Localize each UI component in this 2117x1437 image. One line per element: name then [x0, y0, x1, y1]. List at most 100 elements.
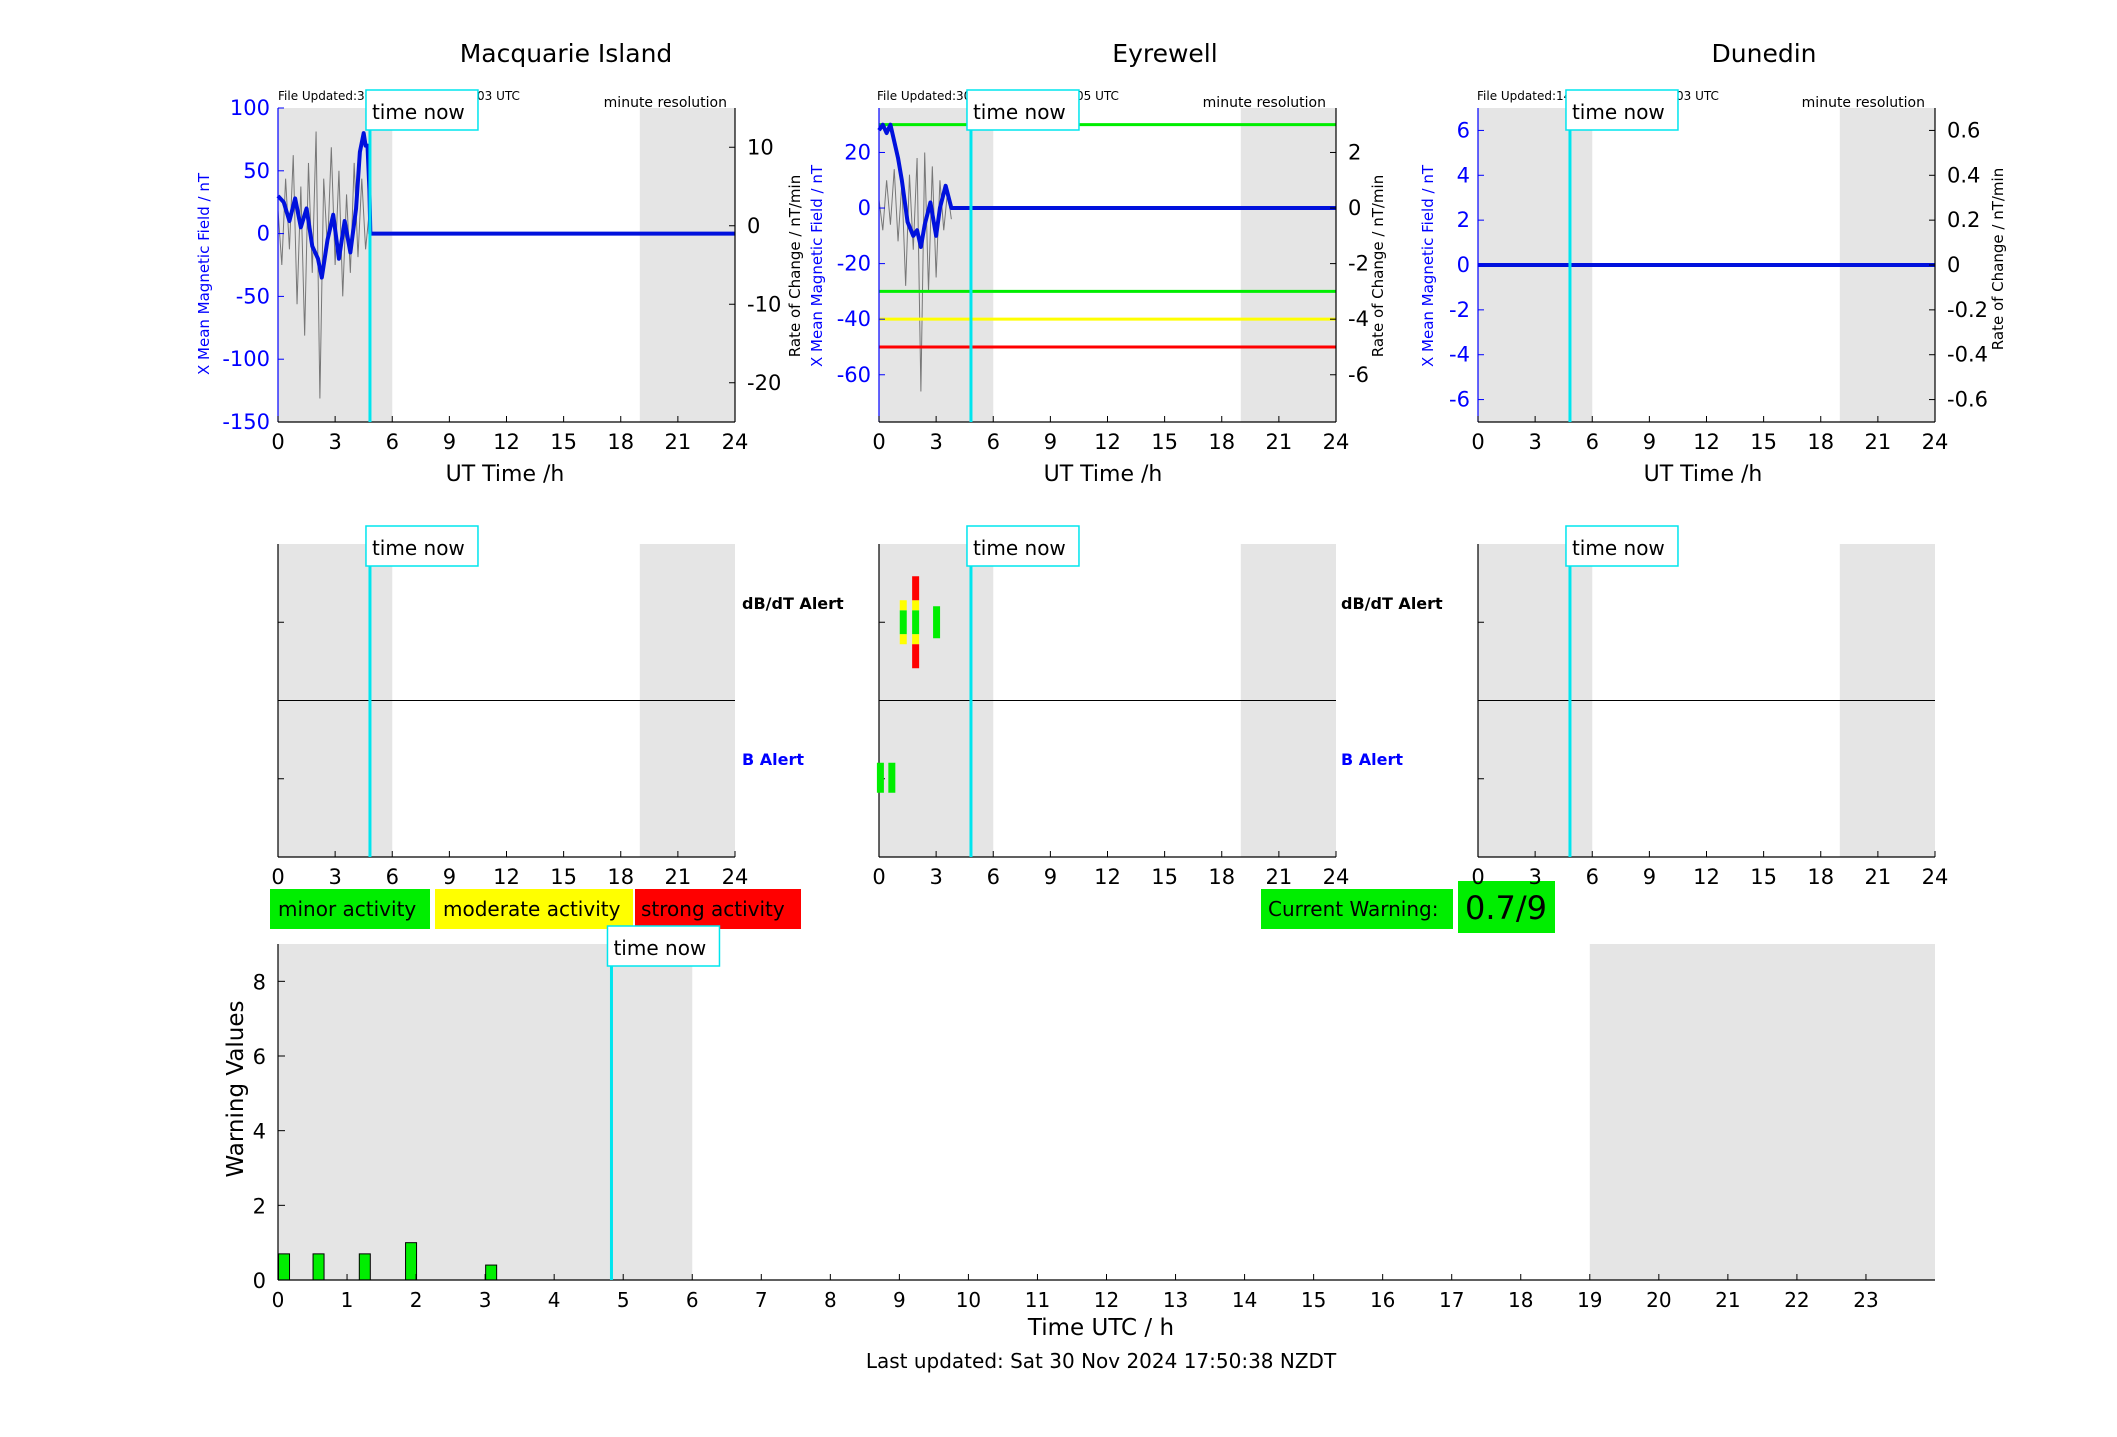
x-tick-label-bot-10: 10: [956, 1288, 981, 1312]
alert-panel-1: 0 3 6 9 12 15 18 21 24 time now: [872, 525, 1350, 889]
x-tick-label-bot-20: 20: [1646, 1288, 1671, 1312]
time-now-box-mid1: [966, 525, 1080, 567]
y-tick-label-2-4: 4: [1457, 163, 1470, 187]
ylabel-left-macquarie: X Mean Magnetic Field / nT: [195, 172, 213, 375]
current-warning-label: Current Warning:: [1268, 897, 1438, 921]
x-tick-label-bot-12: 12: [1094, 1288, 1119, 1312]
x-tick-label-mid2-21: 21: [1865, 865, 1892, 889]
x-tick-label-top2-18: 18: [1807, 430, 1834, 454]
x-tick-label-bot-17: 17: [1439, 1288, 1464, 1312]
bottom-y-tick-label-6: 6: [253, 1045, 266, 1069]
y-tick-label-2-6: 6: [1457, 118, 1470, 142]
legend-minor-label: minor activity: [278, 897, 416, 921]
y-tick-label-2-0: 0: [1457, 253, 1470, 277]
x-tick-label-mid1-24: 24: [1323, 865, 1350, 889]
x-tick-label-mid0-15: 15: [550, 865, 577, 889]
rate-of-change-series-0: [277, 131, 370, 399]
time-now-label-bot: time now: [613, 936, 706, 960]
station-title-macquarie: Macquarie Island: [460, 39, 673, 68]
time-now-box-mid2: [1565, 525, 1679, 567]
x-tick-label-top2-24: 24: [1922, 430, 1949, 454]
station-title-dunedin: Dunedin: [1712, 39, 1817, 68]
warning-bar-4: [485, 1264, 498, 1281]
y-tick-label-1--60: -60: [837, 363, 871, 387]
warning-bar-1: [312, 1253, 325, 1281]
x-tick-label-mid1-12: 12: [1094, 865, 1121, 889]
x-tick-label-bot-2: 2: [410, 1288, 423, 1312]
x-tick-label-top1-3: 3: [929, 430, 942, 454]
b-alert-label-eyrewell: B Alert: [1341, 750, 1403, 769]
x-tick-label-mid0-21: 21: [665, 865, 692, 889]
x-tick-label-bot-5: 5: [617, 1288, 630, 1312]
y2-tick-label-1--4: -4: [1348, 307, 1369, 331]
resolution-eyrewell: minute resolution: [1203, 95, 1326, 111]
y-tick-label-1--20: -20: [837, 252, 871, 276]
time-now-box-bot: [606, 925, 721, 967]
y2-tick-label-2-0: 0: [1947, 253, 1960, 277]
x-tick-label-mid2-12: 12: [1693, 865, 1720, 889]
x-tick-label-bot-3: 3: [479, 1288, 492, 1312]
y-tick-label-1-0: 0: [858, 196, 871, 220]
station-title-eyrewell: Eyrewell: [1112, 39, 1217, 68]
x-tick-label-top0-3: 3: [328, 430, 341, 454]
x-tick-label-top0-21: 21: [665, 430, 692, 454]
dbdt-alert-label-eyrewell: dB/dT Alert: [1341, 594, 1443, 613]
dbdt-alert-mark-1-1-0: [912, 610, 920, 635]
x-tick-label-top2-9: 9: [1643, 430, 1656, 454]
x-tick-label-mid2-9: 9: [1643, 865, 1656, 889]
x-tick-label-mid2-0: 0: [1471, 865, 1484, 889]
x-tick-label-top0-18: 18: [607, 430, 634, 454]
legend-moderate-swatch: [435, 889, 633, 929]
x-tick-label-top1-21: 21: [1266, 430, 1293, 454]
time-now-label-mid2: time now: [1572, 536, 1665, 560]
dbdt-alert-mark-1-0-1: [899, 600, 907, 611]
y2-tick-label-0-0: 0: [747, 214, 760, 238]
y2-tick-label-2--0.6: -0.6: [1947, 388, 1988, 412]
x-tick-label-mid0-12: 12: [493, 865, 520, 889]
x-tick-label-bot-22: 22: [1784, 1288, 1809, 1312]
legend-strong-swatch: [635, 889, 801, 929]
y2-tick-label-0-10: 10: [747, 135, 774, 159]
y-tick-label-2-2: 2: [1457, 208, 1470, 232]
night-shade-bot-1: [1589, 944, 1935, 1280]
dbdt-alert-mark-1-0-2: [899, 634, 907, 645]
x-tick-label-top0-9: 9: [443, 430, 456, 454]
x-tick-label-mid1-0: 0: [872, 865, 885, 889]
bottom-y-tick-label-8: 8: [253, 970, 266, 994]
x-tick-label-mid1-18: 18: [1208, 865, 1235, 889]
current-warning-value: 0.7/9: [1465, 889, 1547, 927]
time-now-label-mid1: time now: [973, 536, 1066, 560]
x-tick-label-mid0-24: 24: [722, 865, 749, 889]
x-field-series-0: [276, 131, 735, 280]
x-tick-label-bot-7: 7: [755, 1288, 768, 1312]
x-field-series-1: [877, 122, 1336, 249]
y2-tick-label-1-2: 2: [1348, 140, 1361, 164]
x-tick-label-bot-19: 19: [1577, 1288, 1602, 1312]
resolution-macquarie: minute resolution: [604, 95, 727, 111]
dbdt-alert-mark-1-1-1: [912, 600, 920, 611]
y2-tick-label-2-0.4: 0.4: [1947, 163, 1980, 187]
legend-minor-swatch: [270, 889, 430, 929]
x-tick-label-top1-12: 12: [1094, 430, 1121, 454]
y-tick-label-0--100: -100: [222, 347, 270, 371]
x-tick-label-top1-9: 9: [1044, 430, 1057, 454]
x-tick-label-top0-12: 12: [493, 430, 520, 454]
rate-of-change-series-1: [878, 152, 952, 392]
dbdt-alert-mark-1-0-0: [899, 610, 907, 635]
time-now-box-top1: [966, 89, 1080, 131]
legend-moderate-label: moderate activity: [443, 897, 621, 921]
x-tick-label-bot-14: 14: [1232, 1288, 1257, 1312]
legend-strong-label: strong activity: [641, 897, 785, 921]
x-tick-label-top1-0: 0: [872, 430, 885, 454]
y-tick-label-0-50: 50: [243, 159, 270, 183]
x-tick-label-top1-24: 24: [1323, 430, 1350, 454]
time-now-label-mid0: time now: [372, 536, 465, 560]
x-tick-label-bot-16: 16: [1370, 1288, 1395, 1312]
x-tick-label-bot-18: 18: [1508, 1288, 1533, 1312]
dbdt-alert-mark-1-1-3: [912, 576, 920, 601]
xlabel-eyrewell: UT Time /h: [1044, 462, 1163, 487]
y-tick-label-0-100: 100: [230, 96, 270, 120]
b-alert-label-macquarie: B Alert: [742, 750, 804, 769]
